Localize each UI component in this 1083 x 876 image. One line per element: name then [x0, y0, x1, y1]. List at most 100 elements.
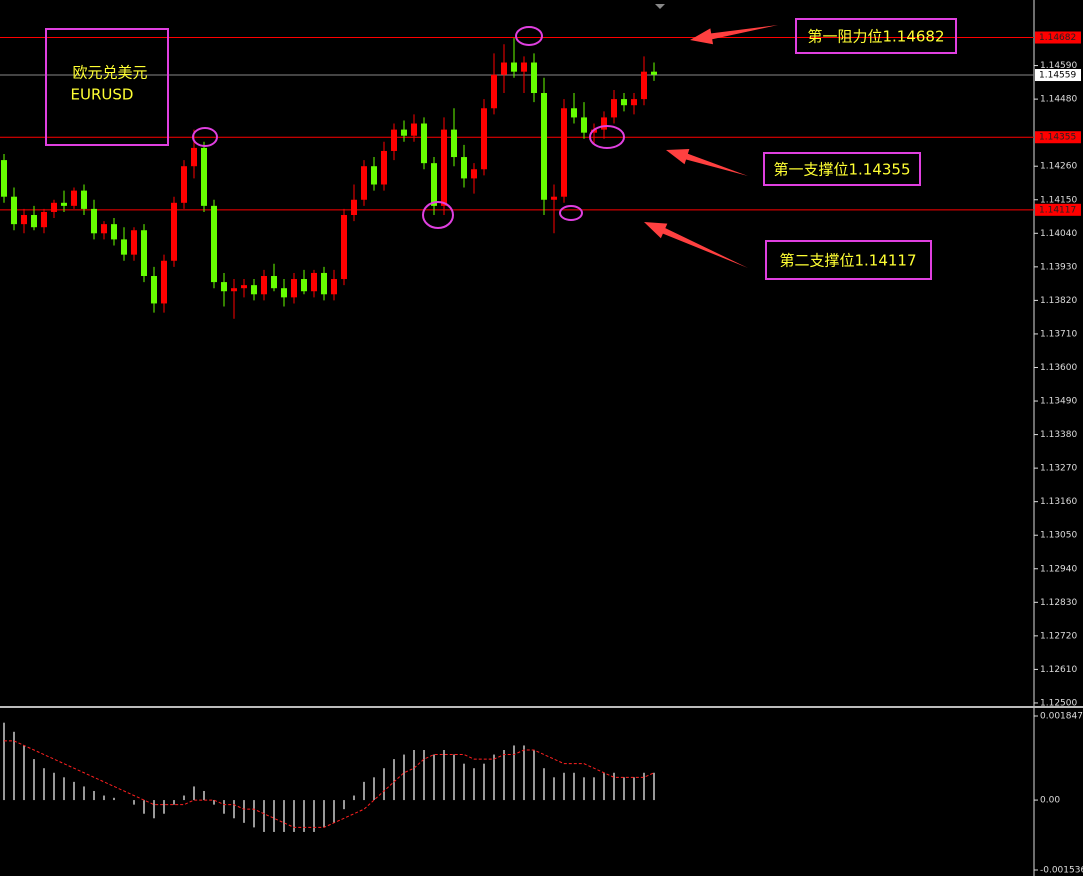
candle-body: [121, 239, 127, 255]
highlight-circle: [559, 205, 583, 221]
candle-body: [541, 93, 547, 200]
y-tick-label: 1.14480: [1040, 95, 1077, 105]
candle-body: [301, 279, 307, 292]
signal-line: [4, 740, 655, 828]
y-tick-label: 1.12610: [1040, 665, 1077, 675]
plot: 1.14590 1.14480 1.14260 1.14150 1.14040 1.139…: [0, 31, 1083, 876]
candle-body: [101, 224, 107, 234]
candle-body: [401, 129, 407, 136]
candle-body: [631, 99, 637, 106]
candle-body: [341, 215, 347, 280]
annotation: 第一阻力位1.14682: [807, 28, 944, 46]
candle-body: [311, 272, 317, 292]
candle-body: [501, 62, 507, 75]
title: 欧元兑美元: [72, 64, 147, 82]
y-tick-label: 1.13930: [1040, 262, 1077, 272]
candle-body: [111, 224, 117, 240]
candle-body: [261, 275, 267, 295]
candle-body: [411, 123, 417, 136]
candle-body: [291, 279, 297, 298]
candle-body: [471, 169, 477, 179]
candle-body: [381, 150, 387, 185]
annotation: 第二支撑位1.14117: [779, 252, 916, 270]
highlight-circle: [515, 26, 543, 46]
level-label: 1.14355: [1039, 133, 1076, 143]
level-tag: [1035, 131, 1081, 144]
y-tick-label: 1.14260: [1040, 162, 1077, 172]
annotation-box: [763, 152, 921, 186]
candle-body: [21, 215, 27, 225]
y-tick-label: -0.001536: [1040, 866, 1083, 876]
candle-body: [241, 285, 247, 289]
candle-body: [181, 166, 187, 203]
arrows: [644, 25, 778, 268]
level-label: 1.14682: [1039, 33, 1076, 43]
candle-body: [351, 199, 357, 216]
y-tick-label: 1.14040: [1040, 229, 1077, 239]
candle-body: [451, 129, 457, 158]
annotation: 第一支撑位1.14355: [773, 161, 910, 179]
level-tag: [1035, 203, 1081, 216]
candle-body: [271, 275, 277, 289]
candle-body: [191, 147, 197, 167]
candle-body: [71, 190, 77, 206]
candle-body: [31, 215, 37, 228]
candle-body: [571, 108, 577, 118]
candle-body: [281, 288, 287, 298]
candle-body: [171, 202, 177, 261]
candle-body: [151, 275, 157, 304]
candle-body: [11, 196, 17, 225]
candle-body: [641, 71, 647, 100]
y-tick-label: 1.13490: [1040, 397, 1077, 407]
y-tick-label: 0.001847: [1040, 712, 1083, 722]
level-label: 1.14117: [1039, 205, 1076, 215]
candle-body: [581, 117, 587, 133]
candle-body: [141, 230, 147, 276]
candle-body: [61, 202, 67, 206]
candle-body: [531, 62, 537, 94]
candle-body: [321, 272, 327, 295]
candle-body: [371, 166, 377, 185]
y-tick-label: 1.13600: [1040, 363, 1077, 373]
y-tick-label: 1.14590: [1040, 61, 1077, 71]
candle-body: [41, 211, 47, 228]
candle-body: [251, 285, 257, 295]
arrow: [666, 149, 748, 176]
candle-body: [521, 62, 527, 72]
candle-body: [561, 108, 567, 197]
candle-body: [231, 288, 237, 292]
scroll-marker: [655, 4, 665, 9]
candle-body: [421, 123, 427, 164]
y-tick-label: 0.00: [1040, 796, 1060, 806]
candle-body: [81, 190, 87, 209]
candle-body: [51, 202, 57, 212]
highlight-circle: [422, 201, 454, 229]
highlight-circle: [589, 125, 625, 149]
candle-body: [161, 260, 167, 304]
candle-body: [551, 196, 557, 200]
y-tick-label: 1.13710: [1040, 329, 1077, 339]
y-tick-label: 1.12830: [1040, 598, 1077, 608]
candle-body: [481, 108, 487, 170]
arrow: [690, 25, 778, 45]
candle-body: [201, 147, 207, 206]
last-price-label: 1.14559: [1039, 71, 1076, 81]
last-price-tag: [1035, 69, 1081, 82]
y-tick-label: 1.13820: [1040, 296, 1077, 306]
candle-body: [461, 157, 467, 179]
arrow: [644, 222, 748, 268]
candle-body: [611, 99, 617, 118]
y-tick-label: 1.13270: [1040, 464, 1077, 474]
level-tag: [1035, 31, 1081, 44]
highlight-circle: [192, 127, 218, 147]
candle-body: [1, 160, 7, 197]
candle-body: [431, 163, 437, 206]
candle-body: [221, 282, 227, 292]
y-tick-label: 1.14150: [1040, 195, 1077, 205]
candle-body: [361, 166, 367, 200]
subtitle: EURUSD: [71, 86, 134, 104]
candle-body: [441, 129, 447, 206]
candle-body: [391, 129, 397, 151]
candle-body: [511, 62, 517, 72]
